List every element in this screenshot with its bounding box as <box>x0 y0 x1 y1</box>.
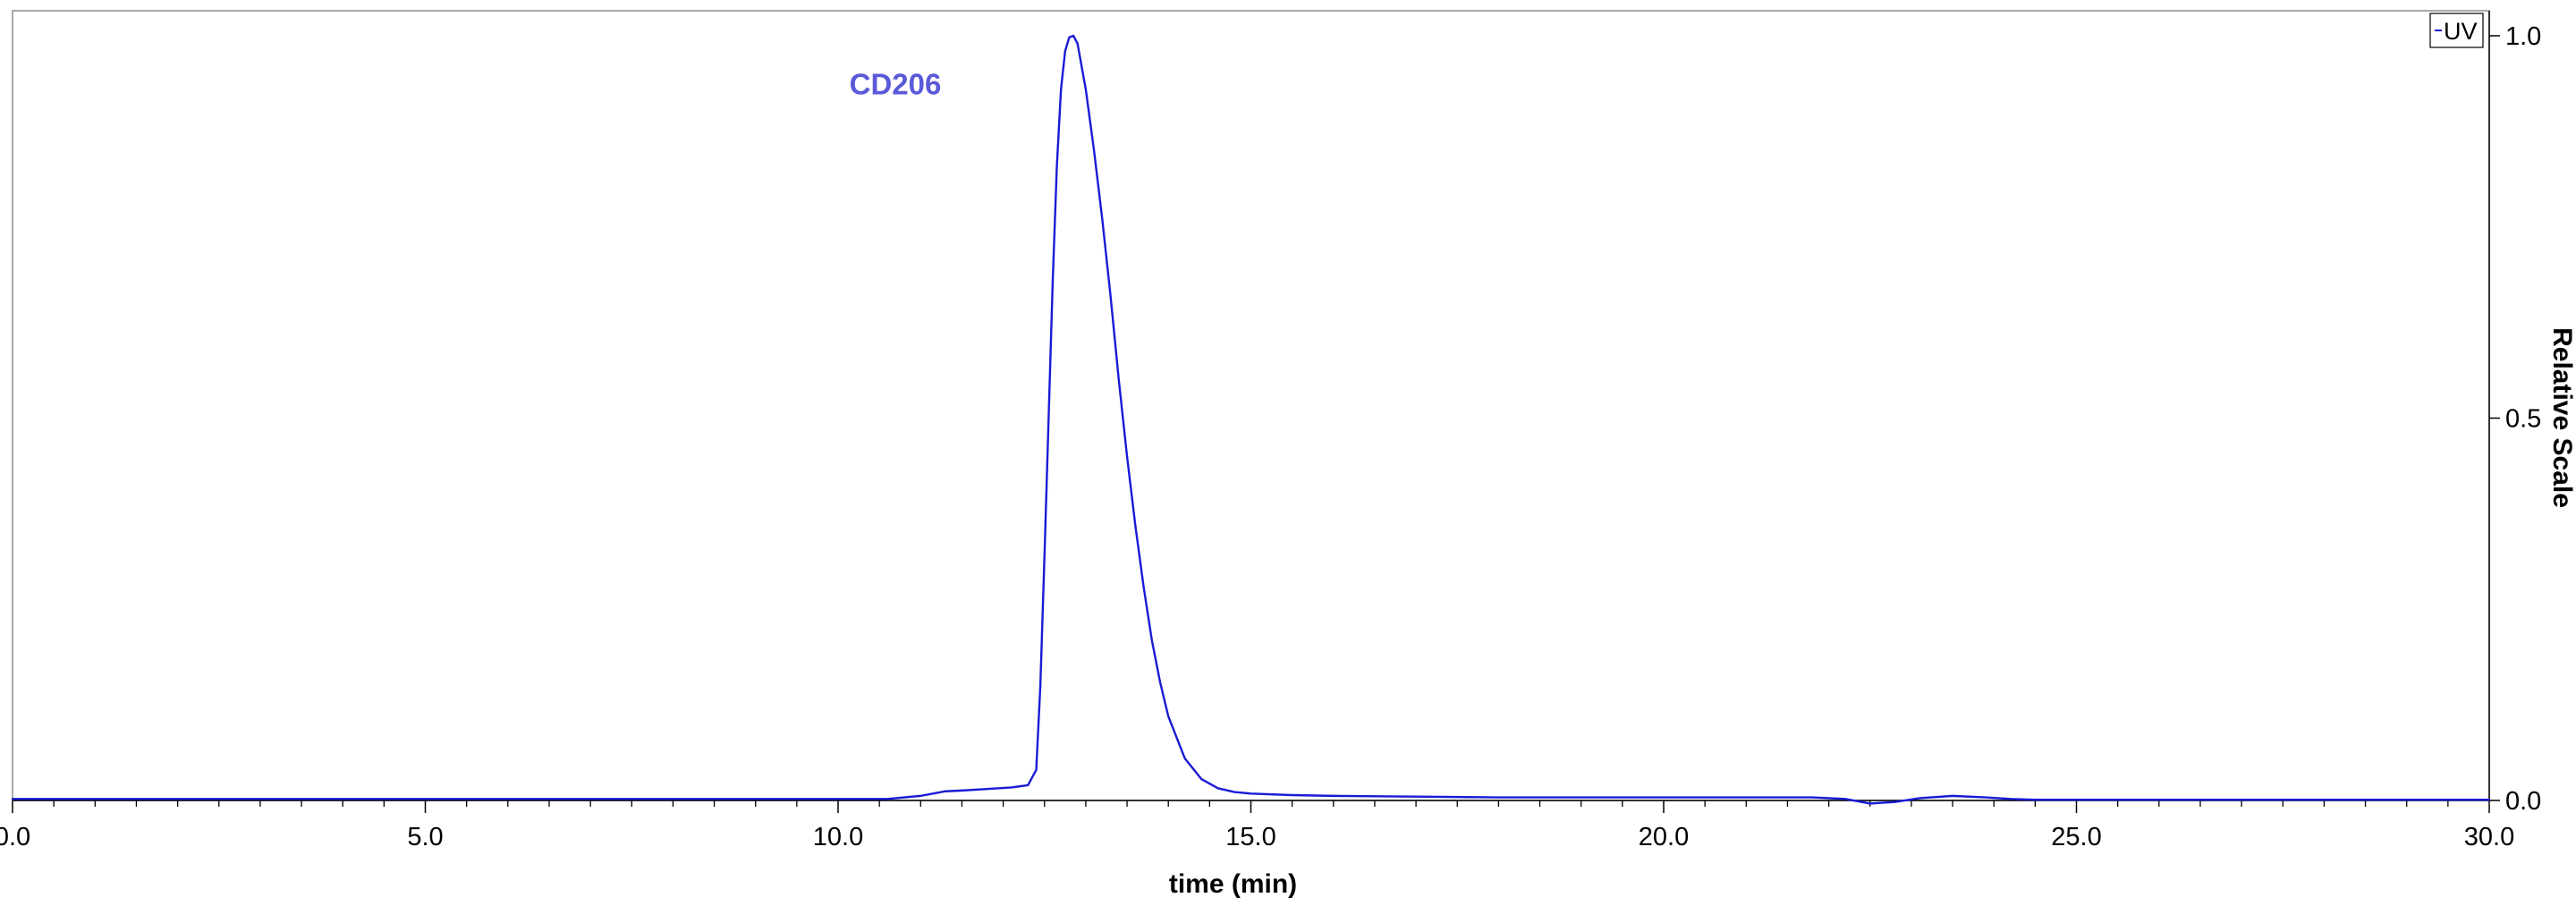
x-tick-label: 15.0 <box>1225 823 1275 851</box>
axes-layer: 0.0 5.0 10.0 15.0 20.0 25.0 30.0 time (min) 0.0 0… <box>0 10 2576 899</box>
y-tick-label: 0.5 <box>2505 405 2541 434</box>
y-axis-title: Relative Scale <box>2547 327 2576 508</box>
y-tick-label: 0.0 <box>2505 787 2541 816</box>
legend-layer: UV <box>2429 13 2484 48</box>
x-tick-label: 10.0 <box>813 823 863 851</box>
annotation-layer: CD206 <box>850 68 942 101</box>
x-tick-label: 0.0 <box>0 823 30 851</box>
legend-label: UV <box>2444 18 2478 45</box>
x-tick-label: 5.0 <box>407 823 443 851</box>
x-tick-label: 30.0 <box>2464 823 2514 851</box>
plot-frame <box>12 10 2490 801</box>
series-layer <box>11 34 2491 805</box>
x-axis-title: time (min) <box>1169 869 1297 899</box>
x-tick-label: 25.0 <box>2051 823 2101 851</box>
series-line-uv <box>11 34 2491 805</box>
x-tick-label: 20.0 <box>1639 823 1689 851</box>
peak-annotation: CD206 <box>850 68 942 101</box>
y-tick-label: 1.0 <box>2505 22 2541 51</box>
